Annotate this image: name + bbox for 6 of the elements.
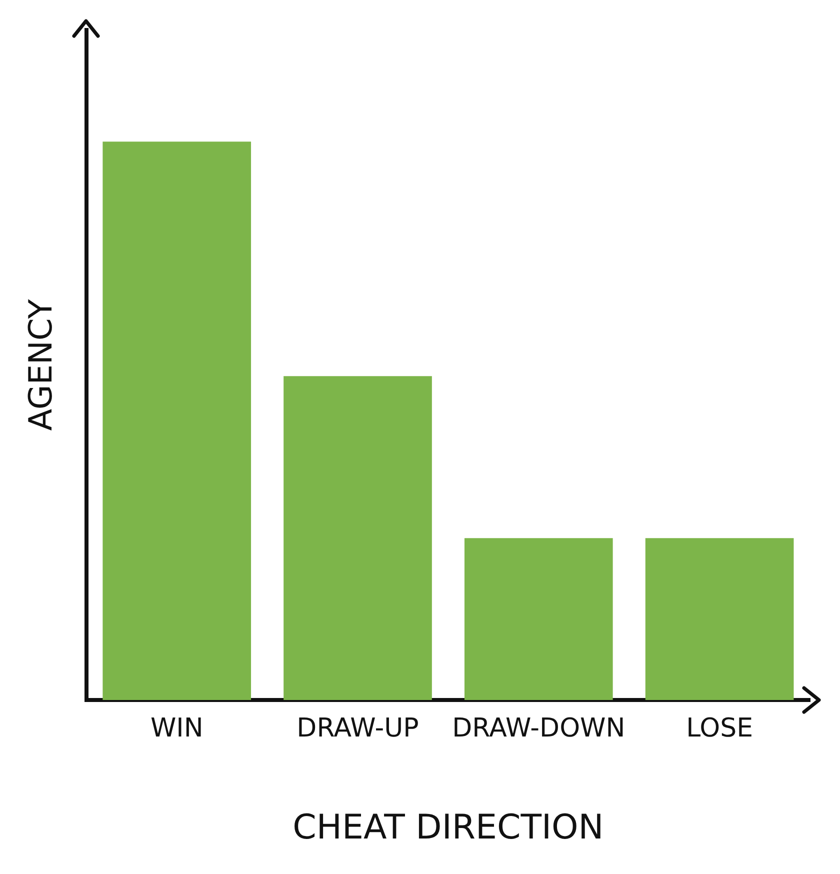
y-axis-title: AGENCY [22, 298, 60, 431]
x-tick-label: WIN [150, 713, 204, 744]
x-axis-title: CHEAT DIRECTION [292, 807, 604, 848]
x-tick-label: DRAW-UP [296, 713, 419, 744]
x-tick-label: LOSE [686, 713, 754, 744]
x-tick-label: DRAW-DOWN [452, 713, 626, 744]
